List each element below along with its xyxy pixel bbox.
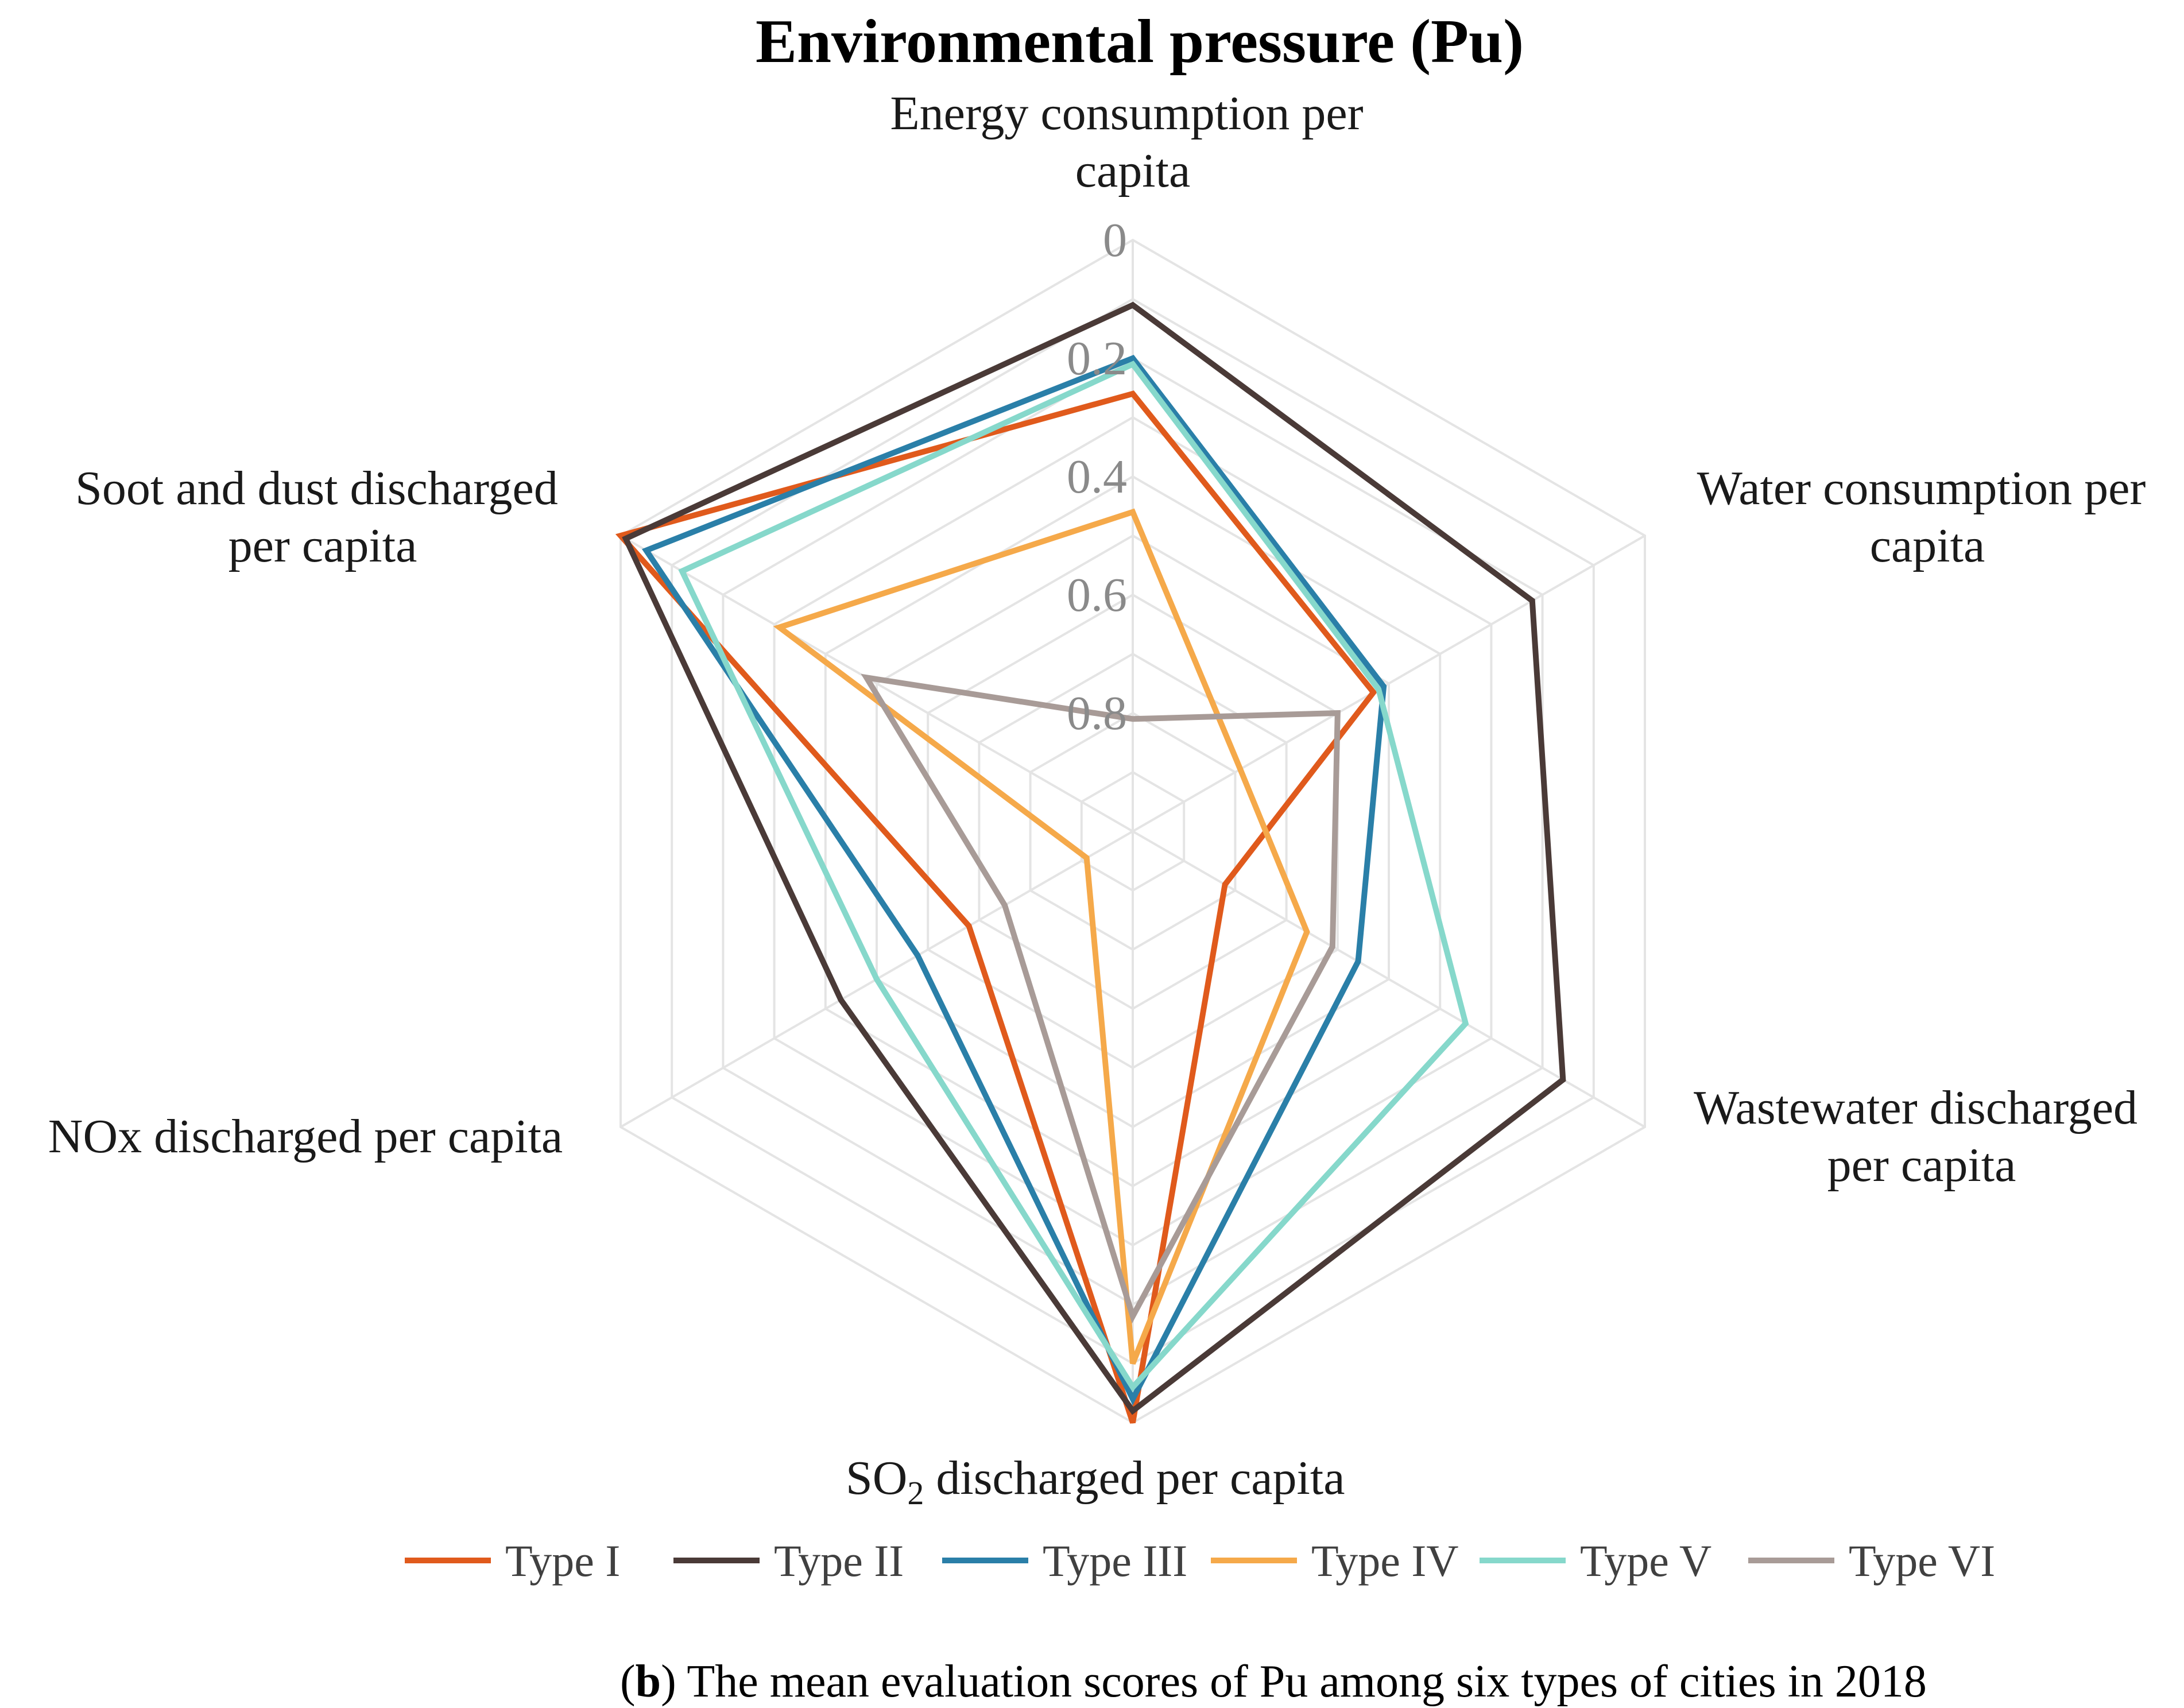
radar-grid [619,238,1646,1424]
tick-label: 0.2 [1067,332,1127,385]
legend-label: Type I [505,1536,620,1586]
axis-label-water: Water consumption per capita [1697,462,2158,572]
figure-caption: (b) The mean evaluation scores of Pu amo… [620,1656,1927,1707]
legend-label: Type V [1580,1536,1711,1586]
axis-label-wastewater: Wastewater discharged per capita [1694,1081,2150,1192]
series-type-ii [622,301,1566,1415]
tick-label: 0.6 [1067,568,1127,622]
chart-title: Environmental pressure (Pu) [756,7,1524,76]
series-type-iii [641,354,1387,1405]
series-type-vi [861,673,1341,1324]
axis-label-soot: Soot and dust discharged per capita [75,462,570,572]
series-type-v [678,361,1469,1392]
radial-tick-labels: 0 0.2 0.4 0.6 0.8 [1067,214,1127,740]
grid-spoke [1132,830,1646,1128]
legend: Type I Type II Type III Type IV Type V Type V… [405,1536,1995,1586]
tick-label: 0 [1103,214,1127,267]
axis-label-nox: NOx discharged per capita [48,1110,563,1163]
legend-label: Type III [1043,1536,1187,1586]
series-layer [615,301,1566,1424]
tick-label: 0.4 [1067,450,1127,504]
tick-label: 0.8 [1067,687,1127,740]
grid-spoke [1132,535,1646,832]
series-type-i [615,390,1377,1424]
axis-label-so2: SO2 discharged per capita [846,1451,1345,1512]
axis-label-energy: Energy consumption per capita [890,87,1375,197]
series-type-iv [773,508,1310,1365]
legend-label: Type II [774,1536,904,1586]
grid-spoke [619,535,1134,832]
legend-label: Type IV [1311,1536,1459,1586]
legend-label: Type VI [1849,1536,1995,1586]
